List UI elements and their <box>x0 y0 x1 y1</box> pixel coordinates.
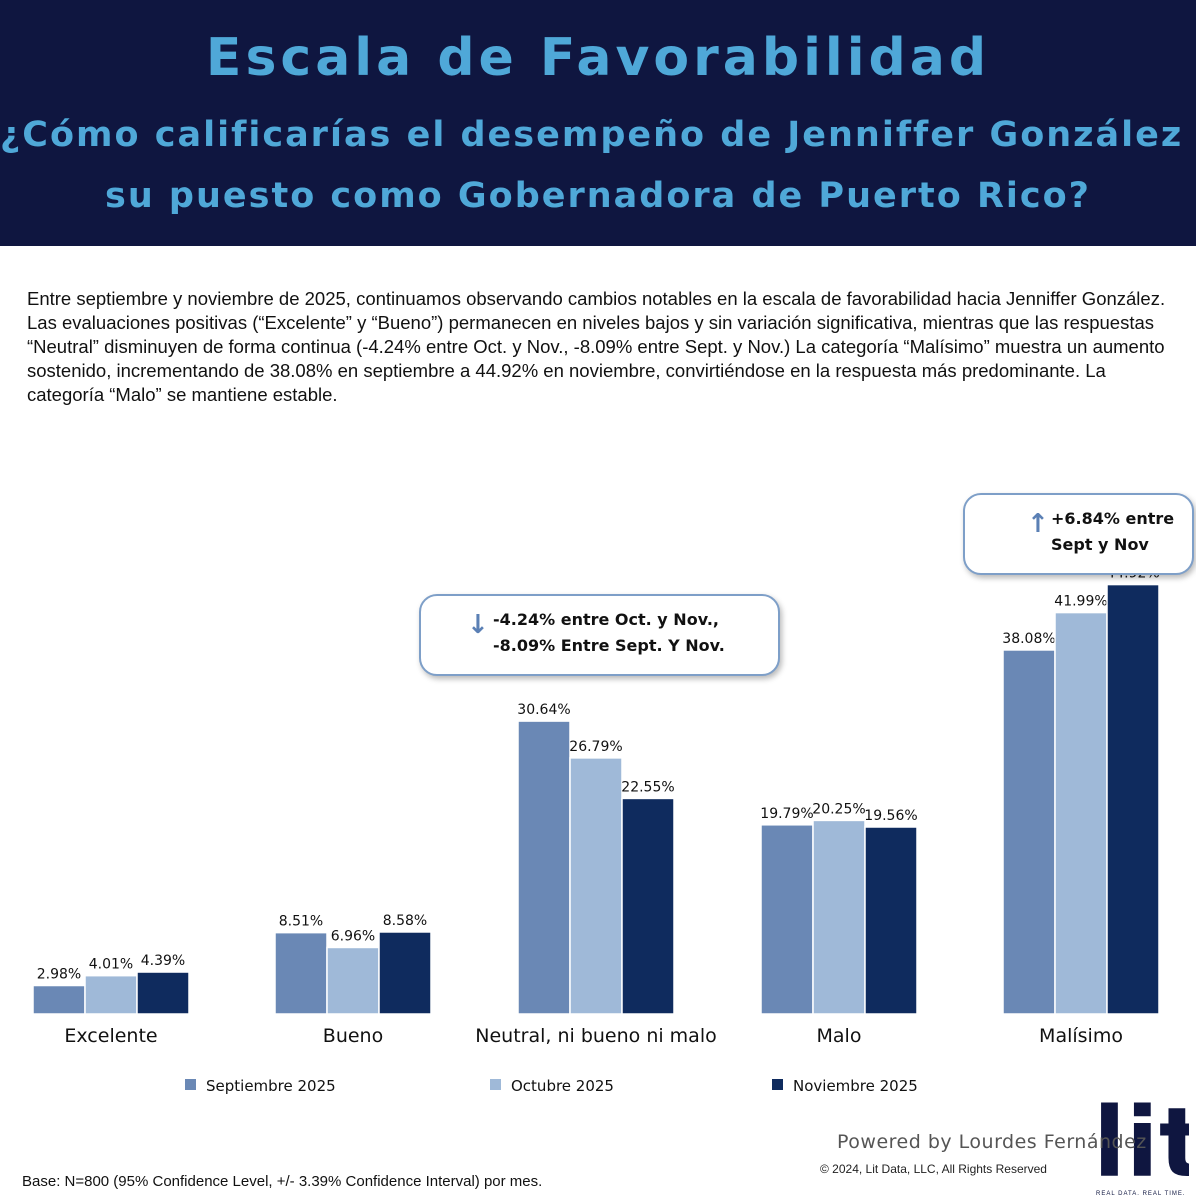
category-label: Malísimo <box>1039 1025 1123 1047</box>
copyright: © 2024, Lit Data, LLC, All Rights Reserv… <box>820 1162 1047 1176</box>
powered-by: Powered by Lourdes Fernández <box>837 1131 1147 1153</box>
data-label: 4.39% <box>141 953 185 969</box>
category-label: Malo <box>817 1025 862 1047</box>
data-label: 26.79% <box>569 739 622 755</box>
category-label: Neutral, ni bueno ni malo <box>475 1025 716 1047</box>
base-note: Base: N=800 (95% Confidence Level, +/- 3… <box>22 1173 543 1190</box>
legend-swatch <box>185 1079 196 1090</box>
data-label: 19.56% <box>864 808 917 824</box>
legend-swatch <box>772 1079 783 1090</box>
callout-malisimo: ↑ +6.84% entre Sept y Nov <box>963 493 1194 575</box>
data-label: 8.58% <box>383 913 427 929</box>
callout-neutral: ↓ -4.24% entre Oct. y Nov., -8.09% Entre… <box>419 594 780 676</box>
header-banner: Escala de Favorabilidad ¿Cómo calificarí… <box>0 0 1196 246</box>
bar <box>136 971 190 1015</box>
data-label: 22.55% <box>621 779 674 795</box>
page-title: Escala de Favorabilidad <box>205 28 991 88</box>
data-label: 41.99% <box>1054 594 1107 610</box>
bar <box>621 797 675 1015</box>
bar <box>84 974 138 1015</box>
bar <box>326 946 380 1015</box>
bar-chart: 2.98% 4.01% 4.39% Excelente 8.51% 6.96% 8.58% B… <box>32 566 1160 1095</box>
legend-label: Octubre 2025 <box>511 1077 614 1095</box>
bar <box>569 757 623 1015</box>
bar <box>517 720 571 1015</box>
bar <box>812 819 866 1015</box>
legend-swatch <box>490 1079 501 1090</box>
category-label: Excelente <box>64 1025 157 1047</box>
data-label: 20.25% <box>812 801 865 817</box>
bar <box>1002 649 1056 1015</box>
summary-paragraph: Entre septiembre y noviembre de 2025, co… <box>27 288 1166 405</box>
lit-logo: lit <box>1093 1087 1189 1190</box>
question-line-1: ¿Cómo calificarías el desempeño de Jenni… <box>0 115 1196 155</box>
bar <box>1106 583 1160 1015</box>
bar <box>274 931 328 1015</box>
callout-malisimo-text: +6.84% entre Sept y Nov <box>1051 509 1175 554</box>
data-label: 4.01% <box>89 957 133 973</box>
lit-logo-text: lit <box>1093 1087 1189 1190</box>
data-label: 6.96% <box>331 928 375 944</box>
bar <box>864 826 918 1015</box>
data-label: 19.79% <box>760 806 813 822</box>
data-label: 2.98% <box>37 967 81 983</box>
callout-neutral-text: -4.24% entre Oct. y Nov., -8.09% Entre S… <box>493 610 725 655</box>
category-label: Bueno <box>323 1025 383 1047</box>
bar <box>32 984 86 1015</box>
arrow-down-icon: ↓ <box>467 610 489 640</box>
bar <box>760 824 814 1015</box>
legend-label: Noviembre 2025 <box>793 1077 918 1095</box>
arrow-up-icon: ↑ <box>1027 509 1049 539</box>
bar <box>1054 611 1108 1015</box>
data-label: 38.08% <box>1002 631 1055 647</box>
legend-label: Septiembre 2025 <box>206 1077 336 1095</box>
data-label: 8.51% <box>279 914 323 930</box>
bar <box>378 931 432 1015</box>
data-label: 30.64% <box>517 702 570 718</box>
logo-tagline: REAL DATA. REAL TIME. <box>1096 1191 1186 1197</box>
question-line-2: su puesto como Gobernadora de Puerto Ric… <box>104 176 1091 216</box>
